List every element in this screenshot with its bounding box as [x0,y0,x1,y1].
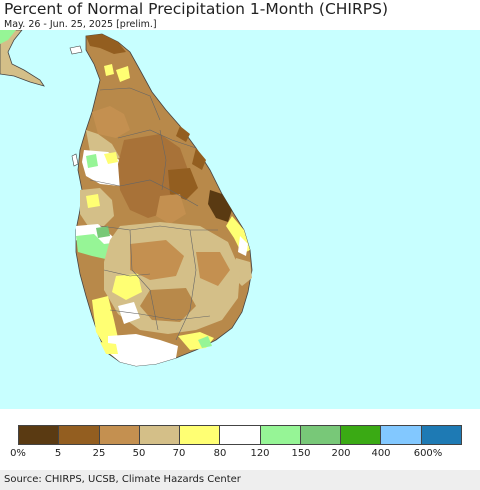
legend-tick: 400 [371,448,391,459]
legend-tick: 50 [132,448,146,459]
legend-swatch-5 [220,426,261,444]
india-green-patch [0,30,16,44]
source-credit: Source: CHIRPS, UCSB, Climate Hazards Ce… [0,470,480,490]
ocean [0,30,480,409]
map-title: Percent of Normal Precipitation 1-Month … [4,0,388,18]
legend-swatch-6 [260,426,301,444]
date-range: May. 26 - Jun. 25, 2025 [prelim.] [4,19,157,30]
legend-tick: 70 [172,448,186,459]
legend-swatch-0 [19,426,60,444]
legend-swatch-1 [59,426,100,444]
legend-tick: 5 [54,448,62,459]
legend-swatch-10 [421,426,461,444]
legend-swatch-8 [341,426,382,444]
india-coast [0,30,45,87]
legend-swatch-7 [300,426,342,444]
legend-tick: 25 [92,448,106,459]
legend-tick: 120 [250,448,270,459]
legend-tick: 200 [331,448,351,459]
legend-swatch-3 [139,426,181,444]
legend-swatch-2 [99,426,140,444]
legend-tick: 150 [291,448,311,459]
precipitation-map [0,30,480,409]
legend-tick: 0% [10,448,26,459]
legend-ticks: 0% 5 25 50 70 80 120 150 200 400 600% [10,448,462,460]
legend-swatch-9 [381,426,422,444]
legend-tick: 80 [213,448,227,459]
color-legend [18,425,462,445]
legend-tick: 600% [413,448,443,459]
sri-lanka [75,33,253,367]
legend-swatch-4 [180,426,221,444]
